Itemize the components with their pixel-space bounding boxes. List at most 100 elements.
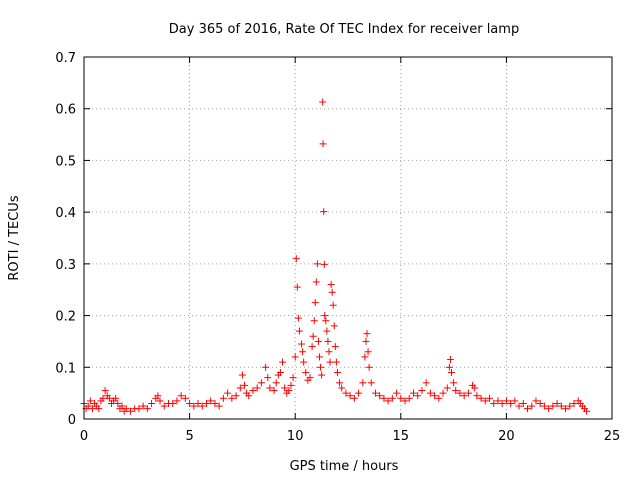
data-point — [88, 405, 96, 413]
data-point — [232, 392, 240, 400]
data-point — [376, 392, 384, 400]
data-point — [553, 399, 561, 407]
data-point — [405, 394, 413, 402]
y-tick-label: 0 — [68, 413, 76, 428]
chart-title: Day 365 of 2016, Rate Of TEC Index for r… — [169, 22, 519, 37]
data-point — [177, 392, 185, 400]
data-point — [86, 397, 94, 405]
data-point — [450, 379, 458, 387]
x-tick-label: 20 — [498, 429, 515, 444]
data-point — [253, 384, 261, 392]
data-point — [314, 337, 322, 345]
data-point — [148, 399, 156, 407]
data-point — [112, 394, 120, 402]
data-point — [324, 337, 332, 345]
data-point — [536, 399, 544, 407]
data-point — [295, 327, 303, 335]
data-point — [262, 363, 270, 371]
data-point — [186, 399, 194, 407]
data-point — [363, 330, 371, 338]
data-point — [481, 397, 489, 405]
data-point — [270, 387, 278, 395]
data-point — [490, 399, 498, 407]
data-point — [313, 260, 321, 268]
data-point — [118, 402, 126, 410]
data-points — [80, 98, 591, 415]
data-point — [84, 402, 92, 410]
data-point — [311, 299, 319, 307]
data-point — [308, 343, 316, 351]
grid-lines — [84, 57, 612, 419]
data-point — [401, 397, 409, 405]
data-point — [557, 402, 565, 410]
data-point — [322, 317, 330, 325]
data-point — [181, 394, 189, 402]
data-point — [325, 348, 333, 356]
data-point — [528, 402, 536, 410]
data-point — [362, 337, 370, 345]
data-point — [160, 402, 168, 410]
data-point — [207, 397, 215, 405]
data-point — [173, 397, 181, 405]
data-point — [439, 389, 447, 397]
y-axis-label: ROTI / TECUs — [7, 195, 22, 280]
data-point — [289, 374, 297, 382]
data-point — [236, 384, 244, 392]
data-point — [447, 368, 455, 376]
data-point — [393, 389, 401, 397]
data-point — [515, 402, 523, 410]
data-point — [443, 384, 451, 392]
data-point — [266, 384, 274, 392]
data-point — [101, 387, 109, 395]
data-point — [169, 399, 177, 407]
data-point — [245, 392, 253, 400]
data-point — [333, 368, 341, 376]
data-point — [139, 402, 147, 410]
data-point — [190, 402, 198, 410]
data-point — [194, 399, 202, 407]
data-point — [293, 283, 301, 291]
data-point — [126, 407, 134, 415]
data-point — [367, 379, 375, 387]
data-point — [328, 288, 336, 296]
data-point — [319, 98, 327, 106]
data-point — [249, 387, 257, 395]
plot-frame — [83, 56, 613, 420]
data-point — [143, 405, 151, 413]
data-point — [414, 392, 422, 400]
data-point — [291, 353, 299, 361]
data-point — [359, 379, 367, 387]
data-point — [464, 389, 472, 397]
data-point — [99, 394, 107, 402]
data-point — [365, 363, 373, 371]
data-point — [460, 392, 468, 400]
data-point — [418, 387, 426, 395]
data-point — [456, 389, 464, 397]
data-point — [319, 140, 327, 148]
data-point — [452, 387, 460, 395]
data-point — [498, 399, 506, 407]
x-tick-label: 10 — [287, 429, 304, 444]
data-point — [276, 368, 284, 376]
data-point — [446, 356, 454, 364]
data-point — [562, 405, 570, 413]
data-point — [355, 389, 363, 397]
data-point — [524, 405, 532, 413]
data-point — [342, 389, 350, 397]
data-point — [287, 381, 295, 389]
data-point — [426, 389, 434, 397]
data-point — [315, 353, 323, 361]
x-tick-label: 25 — [604, 429, 621, 444]
y-tick-label: 0.1 — [55, 361, 76, 376]
data-point — [532, 397, 540, 405]
data-point — [371, 389, 379, 397]
y-tick-label: 0.6 — [55, 103, 76, 118]
data-point — [211, 399, 219, 407]
data-point — [122, 405, 130, 413]
data-point — [156, 397, 164, 405]
data-point — [285, 387, 293, 395]
data-point — [294, 314, 302, 322]
data-point — [154, 392, 162, 400]
